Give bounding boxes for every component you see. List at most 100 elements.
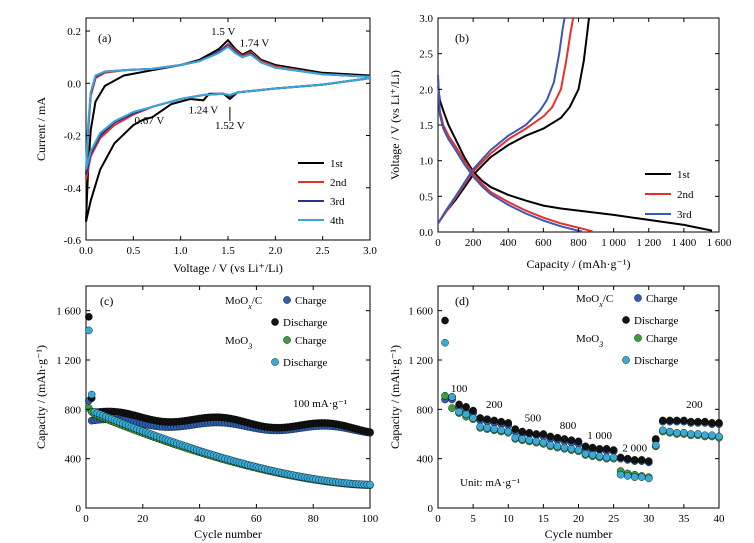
- panel-d-rate-labels: 100 200 500 800 1 000 2 000 200: [451, 383, 703, 454]
- y-tick-label: 0: [76, 503, 82, 515]
- data-point: [630, 473, 639, 481]
- x-tick-label: 400: [500, 237, 517, 249]
- y-tick-label: 800: [65, 404, 82, 416]
- data-point: [637, 473, 646, 481]
- legend-material-sub: 3: [598, 340, 603, 349]
- data-point: [567, 436, 576, 444]
- panel-c-rate-annotation: 100 mA·g⁻¹: [293, 398, 347, 410]
- x-tick-label: 20: [137, 513, 149, 525]
- data-point: [644, 474, 653, 483]
- x-tick-label: 25: [608, 513, 620, 525]
- panel-d-y-axis-label: Capacity / (mAh·g⁻¹): [388, 345, 402, 449]
- panel-a-x-axis-label: Voltage / V (vs Li⁺/Li): [173, 261, 283, 275]
- data-point: [532, 437, 541, 446]
- legend-material-base: MoO: [576, 293, 599, 305]
- data-point: [630, 456, 639, 464]
- data-point: [366, 428, 374, 436]
- data-point: [651, 441, 660, 449]
- data-point: [609, 453, 618, 462]
- legend-material: MoO3: [225, 335, 252, 351]
- y-tick-label: 1.5: [419, 120, 433, 132]
- y-tick-label: 0.2: [67, 26, 81, 38]
- legend-label: Charge: [646, 293, 678, 305]
- x-tick-label: 0: [435, 237, 441, 249]
- data-point: [455, 407, 463, 416]
- y-tick-label: 800: [417, 404, 434, 416]
- legend-label: 2nd: [677, 189, 694, 201]
- data-point: [609, 446, 618, 454]
- legend-marker: [622, 316, 630, 324]
- x-tick-label: 800: [570, 237, 587, 249]
- data-point: [637, 456, 646, 464]
- x-tick-label: 35: [678, 513, 690, 525]
- data-point: [469, 414, 477, 422]
- panel-b-x-axis-label: Capacity / (mAh·g⁻¹): [527, 257, 631, 271]
- panel-a-legend: 1st 2nd 3rd 4th: [298, 158, 347, 227]
- data-point: [673, 416, 681, 425]
- data-point: [581, 442, 590, 451]
- data-point: [560, 435, 569, 443]
- x-tick-label: 1.5: [221, 245, 235, 257]
- panel-b-legend: 1st 2nd 3rd: [645, 169, 694, 221]
- data-point: [497, 417, 506, 426]
- legend-label: Discharge: [283, 317, 328, 329]
- cv-curve-4th: [85, 45, 371, 170]
- legend-label: Charge: [646, 333, 678, 345]
- legend-label: Discharge: [634, 355, 679, 367]
- panel-c-frame: [85, 285, 371, 509]
- legend-material: MoOx/C: [576, 293, 613, 309]
- x-tick-label: 1 600: [707, 237, 732, 249]
- legend-label: 1st: [677, 169, 690, 181]
- y-tick-label: 1 600: [408, 306, 433, 318]
- panel-c-ticks: 0 20 40 60 80 100 0 400 800 1 200 1 600: [56, 286, 379, 525]
- data-point: [448, 393, 456, 401]
- rate-label: 1 000: [587, 430, 612, 442]
- y-tick-label: 400: [65, 454, 82, 466]
- data-point: [448, 404, 456, 412]
- panel-d-label: (d): [455, 294, 469, 308]
- data-point: [553, 442, 562, 451]
- legend-label: 1st: [330, 158, 343, 170]
- legend-label: 3rd: [330, 196, 345, 208]
- y-tick-label: 0.0: [67, 78, 81, 90]
- data-point: [666, 416, 674, 425]
- panel-d-unit-label: Unit: mA·g⁻¹: [460, 477, 520, 489]
- data-point: [673, 428, 681, 437]
- data-point: [546, 432, 555, 441]
- peak-label: 1.52 V: [215, 120, 245, 132]
- data-point: [525, 428, 534, 437]
- data-point: [546, 441, 555, 449]
- data-point: [616, 453, 625, 462]
- data-point: [490, 425, 499, 433]
- cv-curve-2nd: [85, 42, 371, 181]
- x-tick-label: 600: [535, 237, 552, 249]
- peak-label: 1.5 V: [211, 26, 235, 38]
- data-point: [87, 390, 96, 399]
- data-point: [588, 443, 597, 452]
- panel-c: 0 20 40 60 80 100 0 400 800 1 200 1 600 (c) Cycle …: [34, 285, 379, 541]
- panel-d-points: [441, 316, 723, 483]
- legend-material-tail: /C: [603, 293, 613, 305]
- panel-b-y-axis-label: Voltage / V (vs Li⁺/Li): [388, 70, 402, 180]
- data-point: [574, 437, 583, 446]
- x-tick-label: 5: [470, 513, 476, 525]
- peak-label: 1.74 V: [240, 38, 270, 50]
- x-tick-label: 20: [573, 513, 585, 525]
- x-tick-label: 40: [714, 513, 726, 525]
- data-point: [532, 430, 541, 438]
- rate-label: 200: [486, 399, 503, 411]
- charge-curve-1st: [437, 17, 590, 224]
- data-point: [602, 453, 611, 462]
- data-point: [469, 406, 477, 415]
- data-point: [595, 452, 604, 461]
- y-tick-label: 400: [417, 454, 434, 466]
- panel-a-curves: [85, 38, 371, 222]
- data-point: [490, 416, 499, 425]
- legend-label: 2nd: [330, 177, 347, 189]
- rate-label: 2 000: [622, 442, 647, 454]
- data-point: [441, 338, 449, 347]
- data-point: [511, 425, 520, 433]
- x-tick-label: 1 400: [672, 237, 697, 249]
- legend-material-sub: x: [598, 300, 603, 309]
